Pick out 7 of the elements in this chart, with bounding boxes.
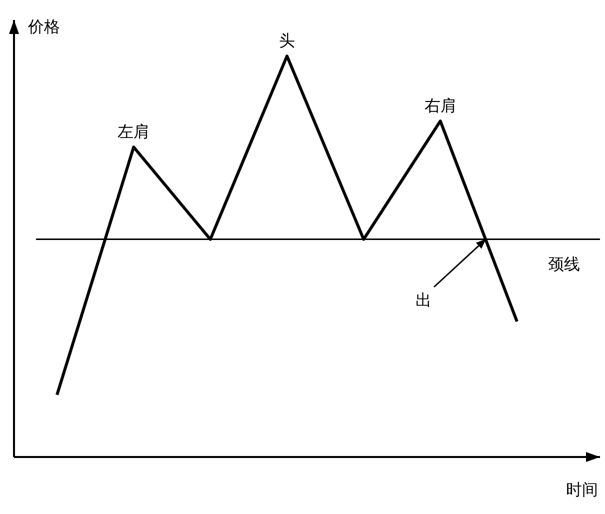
annotation: 左肩 <box>118 122 150 142</box>
annotation: 出 <box>416 290 432 310</box>
y-axis-title: 价格 <box>27 17 60 36</box>
ref-line-label: 颈线 <box>548 254 580 274</box>
annotation: 右肩 <box>424 96 456 116</box>
x-axis-title: 时间 <box>566 480 598 500</box>
annotation: 头 <box>279 31 295 50</box>
